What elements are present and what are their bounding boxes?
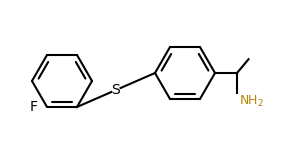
Text: F: F bbox=[30, 100, 38, 114]
Text: S: S bbox=[112, 83, 120, 97]
Text: NH$_2$: NH$_2$ bbox=[239, 94, 264, 109]
